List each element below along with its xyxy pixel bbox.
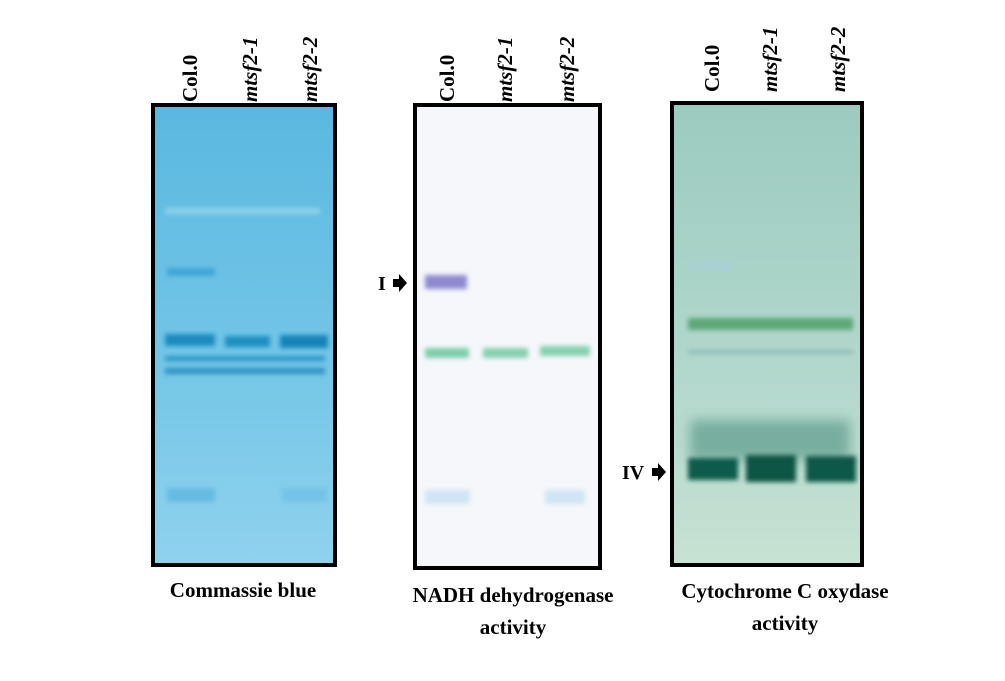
caption: activity	[480, 615, 547, 639]
band-marker: I	[378, 273, 386, 295]
caption: activity	[752, 611, 819, 635]
caption: Cytochrome C oxydase	[681, 579, 888, 603]
marker-arrow	[393, 274, 407, 292]
bands	[688, 262, 856, 482]
lane-label: mtsf2-2	[298, 36, 322, 102]
lane-label: mtsf2-1	[758, 27, 782, 92]
caption: NADH dehydrogenase	[413, 583, 614, 607]
lane-label: mtsf2-1	[238, 37, 262, 102]
marker-arrow	[652, 463, 666, 481]
gel-panel: Col.0 mtsf2-1 mtsf2-2 Commassie blue	[151, 36, 337, 602]
lane-label: mtsf2-2	[555, 36, 579, 102]
bands	[165, 208, 328, 502]
gel-panel: IV Col.0 mtsf2-1 mtsf2-2 Cytochrome C ox…	[622, 26, 889, 635]
caption: Commassie blue	[170, 578, 316, 602]
gel	[670, 101, 864, 567]
bands	[425, 275, 590, 504]
lane-label: mtsf2-2	[826, 26, 850, 92]
lane-label: Col.0	[178, 55, 202, 102]
lane-label: Col.0	[700, 45, 724, 92]
band-marker: IV	[622, 462, 645, 484]
lane-label: mtsf2-1	[493, 37, 517, 102]
lane-label: Col.0	[435, 55, 459, 102]
gel-panel: I Col.0 mtsf2-1 mtsf2-2 NADH dehydrogena…	[378, 36, 613, 639]
